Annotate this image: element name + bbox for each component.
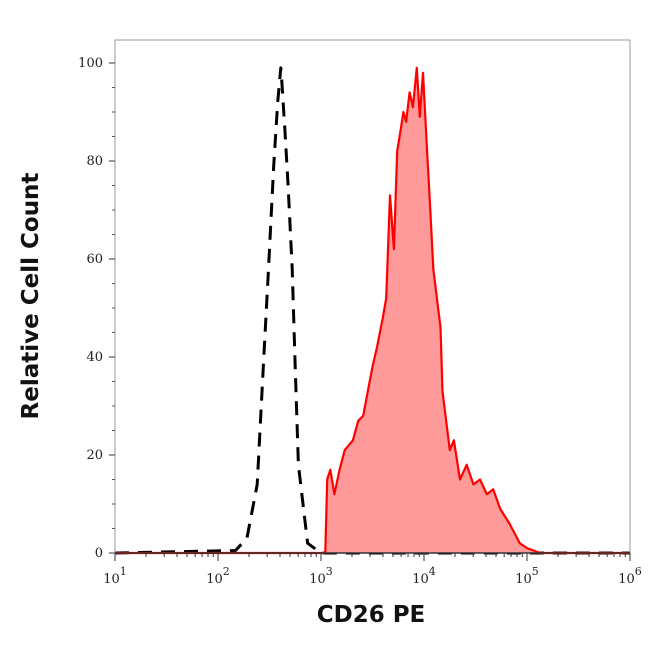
y-tick-label: 20	[86, 448, 103, 463]
x-tick-label: 101	[103, 565, 127, 587]
y-axis-title: Relative Cell Count	[18, 173, 44, 420]
y-tick-label: 60	[86, 252, 103, 267]
y-tick-label: 80	[86, 154, 103, 169]
axes-layer: 101 102 103 104 105 106 0 20 40 60 80 100	[78, 56, 642, 587]
x-axis-title: CD26 PE	[317, 602, 426, 628]
series-layer	[114, 66, 630, 555]
x-tick-label: 104	[412, 565, 436, 587]
y-tick-label: 100	[78, 56, 103, 71]
x-tick-label: 106	[618, 565, 642, 587]
control-dashed-line	[114, 66, 630, 555]
y-tick-label: 40	[86, 350, 103, 365]
x-tick-label: 105	[515, 565, 539, 587]
series-fill	[115, 67, 630, 554]
x-tick-label: 102	[206, 565, 230, 587]
cd26-pe-line	[115, 66, 630, 555]
y-tick-label: 0	[95, 546, 103, 561]
x-tick-label: 103	[309, 565, 333, 587]
